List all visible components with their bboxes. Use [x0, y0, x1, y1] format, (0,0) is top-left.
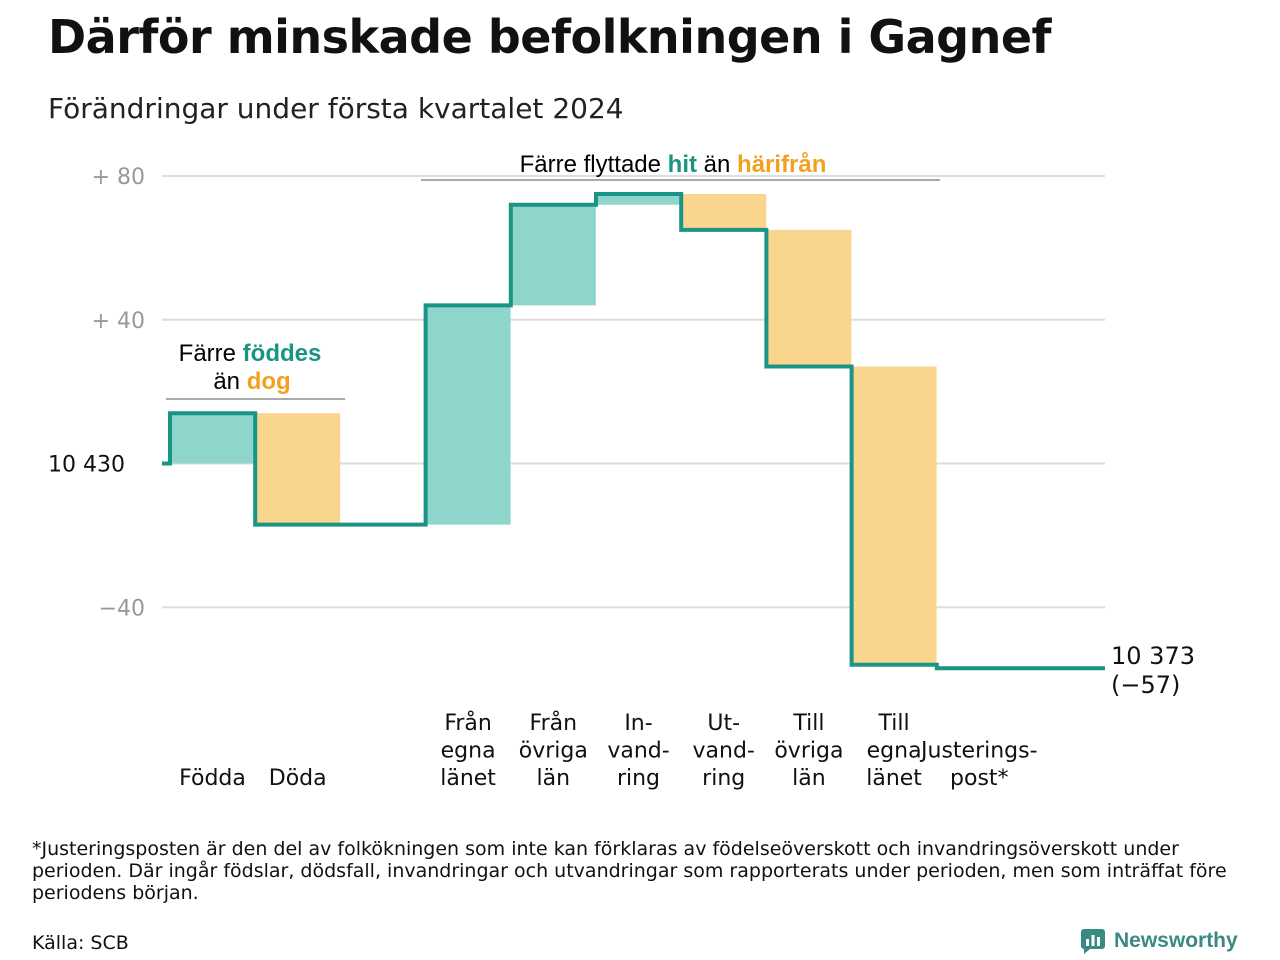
chart-title: Därför minskade befolkningen i Gagnef: [48, 10, 1052, 64]
annotation-highlight-orange: dog: [247, 368, 291, 395]
waterfall-bar: [596, 193, 681, 205]
category-label: ring: [617, 766, 660, 791]
category-label: Ut-: [707, 711, 740, 736]
category-labels: Födda DödaFrånegnalänetFrånövrigalänIn-va…: [179, 710, 1037, 791]
category-label: Justerings-: [919, 739, 1038, 764]
waterfall-bar: [255, 413, 341, 525]
end-value-label: 10 373: [1111, 642, 1195, 670]
waterfall-bar: [851, 366, 937, 665]
bars: [170, 193, 937, 665]
category-label: Från: [444, 710, 492, 736]
category-label: länet: [866, 766, 922, 791]
brand-logo: Newsworthy: [1080, 928, 1238, 954]
annotation-text: Färre flyttade: [520, 151, 668, 178]
category-label: övriga: [774, 739, 843, 764]
annotation-highlight-teal: hit: [668, 151, 697, 178]
y-tick-label: + 80: [92, 165, 145, 190]
category-label: övriga: [519, 739, 588, 764]
source-label: Källa: SCB: [32, 932, 129, 954]
newsworthy-logo-icon: [1081, 929, 1105, 954]
annotation-text: Färre: [179, 340, 243, 367]
category-label: ring: [702, 766, 745, 791]
waterfall-bar: [766, 229, 852, 367]
annotation-highlight-teal: föddes: [243, 340, 322, 367]
footnote: *Justeringsposten är den del av folkökni…: [32, 838, 1227, 904]
waterfall-bar: [510, 204, 596, 306]
category-label: vand-: [607, 739, 669, 764]
category-label: In-: [624, 711, 652, 736]
category-label: län: [792, 766, 826, 791]
category-label: Födda: [179, 766, 246, 791]
end-change-label: (−57): [1111, 671, 1180, 699]
grid-lines: [162, 175, 1105, 609]
category-label: länet: [440, 766, 496, 791]
category-label: Döda: [269, 766, 327, 791]
annotation-births-deaths-line2: än dog: [213, 368, 290, 395]
category-label: vand-: [693, 739, 755, 764]
brand-name: Newsworthy: [1114, 929, 1238, 952]
category-label: Från: [530, 710, 578, 736]
waterfall-bar: [170, 413, 255, 464]
category-label: län: [537, 766, 571, 791]
annotation-highlight-orange: härifrån: [737, 151, 826, 178]
y-tick-label: + 40: [92, 309, 145, 334]
y-axis-ticks: + 80 + 40 10 430 −40: [48, 165, 145, 621]
waterfall-bar: [425, 305, 511, 525]
annotation-migration: Färre flyttade hit än härifrån: [520, 151, 827, 178]
cumulative-step-line: [162, 192, 1105, 671]
annotation-text: än: [697, 151, 737, 178]
category-label: post*: [950, 766, 1009, 791]
y-tick-label: 10 430: [48, 453, 125, 478]
annotation-text: än: [213, 368, 246, 395]
chart-subtitle: Förändringar under första kvartalet 2024: [48, 92, 624, 125]
category-label: Till: [878, 711, 910, 736]
category-label: egna: [867, 739, 922, 764]
category-label: Till: [792, 711, 824, 736]
y-tick-label: −40: [99, 596, 145, 621]
waterfall-bar: [681, 193, 767, 230]
category-label: egna: [441, 739, 496, 764]
annotation-births-deaths-line1: Färre föddes: [179, 340, 322, 367]
